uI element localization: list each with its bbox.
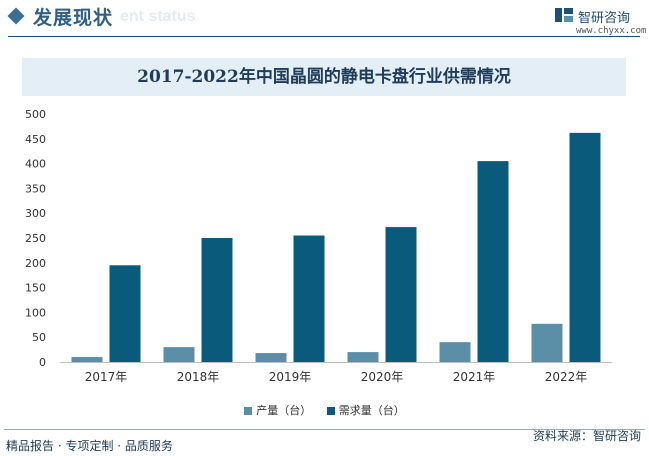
brand-logo: 智研咨询 www.chyxx.com bbox=[554, 4, 646, 38]
bar-production bbox=[531, 323, 563, 362]
header-divider bbox=[8, 36, 640, 37]
y-tick-label: 300 bbox=[25, 207, 46, 220]
legend-swatch-demand bbox=[326, 407, 335, 415]
y-tick-label: 0 bbox=[39, 356, 46, 369]
y-tick-label: 50 bbox=[32, 331, 46, 344]
x-tick-label: 2020年 bbox=[361, 370, 404, 384]
y-tick-label: 150 bbox=[25, 282, 46, 295]
bar-demand bbox=[477, 161, 509, 362]
x-tick-label: 2017年 bbox=[85, 370, 128, 384]
bar-production bbox=[347, 352, 379, 362]
bar-demand bbox=[293, 235, 325, 362]
brand-name: 智研咨询 bbox=[578, 11, 631, 26]
legend-item-demand: 需求量（台） bbox=[326, 402, 405, 418]
brand-logo-icon bbox=[555, 8, 573, 22]
section-title: 发展现状 bbox=[33, 7, 114, 29]
footer: 精品报告 · 专项定制 · 品质服务 资料来源：智研咨询 bbox=[0, 422, 649, 456]
x-tick-label: 2019年 bbox=[269, 370, 312, 384]
bar-production bbox=[255, 353, 287, 362]
bar-production bbox=[439, 342, 471, 362]
bar-demand bbox=[109, 265, 141, 362]
y-tick-label: 100 bbox=[25, 306, 46, 319]
section-subtitle: ent status bbox=[120, 8, 196, 25]
y-tick-label: 400 bbox=[25, 158, 46, 171]
section-header: 发展现状 ent status bbox=[0, 0, 649, 40]
bar-demand bbox=[201, 238, 233, 362]
chart-title: 2017-2022年中国晶圆的静电卡盘行业供需情况 bbox=[137, 67, 511, 87]
bar-demand bbox=[569, 132, 601, 362]
legend-label-demand: 需求量（台） bbox=[338, 404, 405, 417]
bar-production bbox=[163, 347, 195, 362]
legend: 产量（台） 需求量（台） bbox=[0, 402, 649, 418]
diamond-icon bbox=[7, 7, 25, 25]
y-tick-label: 350 bbox=[25, 182, 46, 195]
y-tick-label: 200 bbox=[25, 257, 46, 270]
x-tick-label: 2021年 bbox=[453, 370, 496, 384]
legend-item-production: 产量（台） bbox=[244, 402, 311, 418]
chart-title-band: 2017-2022年中国晶圆的静电卡盘行业供需情况 bbox=[22, 58, 626, 96]
footer-slogan: 精品报告 · 专项定制 · 品质服务 bbox=[6, 439, 173, 453]
data-source: 资料来源：智研咨询 bbox=[532, 429, 641, 443]
y-tick-label: 500 bbox=[25, 108, 46, 121]
y-tick-label: 450 bbox=[25, 133, 46, 146]
brand-url: www.chyxx.com bbox=[576, 26, 647, 36]
x-tick-label: 2022年 bbox=[545, 370, 588, 384]
bar-demand bbox=[385, 227, 417, 362]
x-tick-label: 2018年 bbox=[177, 370, 220, 384]
footer-divider bbox=[4, 429, 645, 430]
y-tick-label: 250 bbox=[25, 232, 46, 245]
bar-production bbox=[71, 357, 103, 362]
legend-swatch-production bbox=[244, 407, 253, 415]
bar-chart: 0 50 100 150 200 250 300 350 400 450 500 2017年 2018年… bbox=[25, 108, 612, 384]
legend-label-production: 产量（台） bbox=[256, 404, 312, 417]
